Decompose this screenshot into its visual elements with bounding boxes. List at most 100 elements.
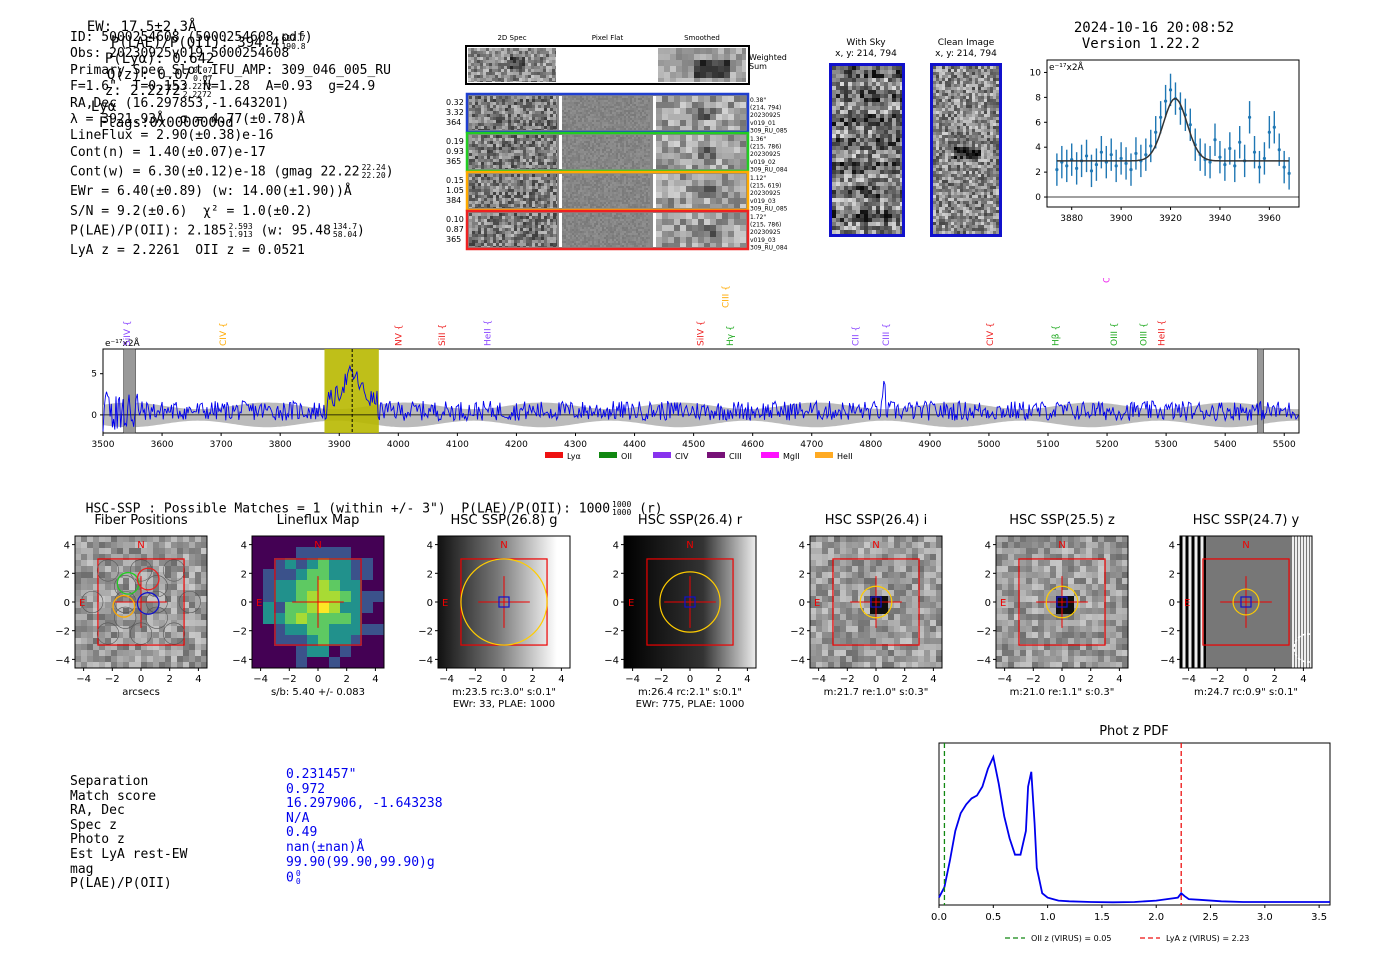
pixel [602,116,604,118]
pixel [484,222,487,225]
pixel [499,144,502,147]
pixel [481,207,484,208]
pixel [514,135,517,138]
pixel [686,141,692,147]
pixel [648,233,650,235]
pixel [638,180,640,182]
pixel [546,66,549,69]
pixel [734,174,740,180]
pixel [562,200,564,202]
pixel [507,69,510,72]
pixel [547,240,550,243]
pixel [547,243,550,246]
pixel [511,144,514,147]
pixel [582,155,584,157]
pixel [638,167,640,169]
pixel [616,106,618,108]
pixel [612,176,614,178]
pixel [514,234,517,237]
pixel [592,196,594,198]
pixel [604,96,606,98]
pixel [572,194,574,196]
pixel [610,202,612,204]
pixel [588,104,590,106]
pixel [520,237,523,240]
pixel [481,231,484,234]
pixel [538,138,541,141]
pixel [612,135,614,137]
pixel [586,182,588,184]
pixel [538,111,541,114]
pixel [624,190,626,192]
pixel [487,135,490,138]
pixel [608,198,610,200]
pixel [628,180,630,182]
pixel [600,182,602,184]
pixel [541,141,544,144]
pixel [502,114,505,117]
pixel [566,108,568,110]
pixel [505,222,508,225]
pixel [484,168,487,169]
pixel [724,78,730,82]
pixel [505,129,508,130]
pixel [514,189,517,192]
pixel [544,192,547,195]
pixel [698,147,704,153]
pixel [610,200,612,202]
pixel [531,54,534,57]
pixel [550,147,553,150]
pixel [626,145,628,147]
pixel [636,188,638,190]
pixel [469,126,472,129]
pixel [588,145,590,147]
info-line: Obs: 20230925v019_5000254608 [70,46,290,62]
pixel [646,233,648,235]
pixel [572,186,574,188]
pixel [614,200,616,202]
pixel [584,141,586,143]
pixel [636,102,638,104]
pixel [568,227,570,229]
pixel [578,120,580,122]
pixel [730,78,736,82]
pixel [584,178,586,180]
pixel [508,99,511,102]
pixel [520,150,523,153]
pixel [624,174,626,176]
pixel [638,174,640,176]
pixel [562,110,564,112]
pixel [642,137,644,139]
pixel [574,227,576,229]
pixel [658,72,664,78]
pixel [592,126,594,128]
pixel [698,108,704,114]
pixel [484,144,487,147]
pixel [640,151,642,153]
pixel [538,219,541,222]
pixel [626,157,628,159]
pixel [547,129,550,130]
pixel [610,188,612,190]
pixel [644,165,646,167]
pixel [478,195,481,198]
pixel [566,118,568,120]
pixel [514,222,517,225]
pixel [544,240,547,243]
info-plae: P(LAE)/P(OII): 2.185 2.593 1.913 (w: 95.48… [70,221,365,239]
pixel [640,167,642,169]
pixel [568,143,570,145]
pixel [616,194,618,196]
pixel [586,104,588,106]
pixel [634,108,636,110]
pixel [580,180,582,182]
pixel [740,186,746,192]
pixel [724,60,730,66]
pixel [480,78,483,81]
pixel [616,159,618,161]
pixel [471,60,474,63]
pixel [547,234,550,237]
pixel [648,176,650,178]
pixel [586,192,588,194]
pixel [568,196,570,198]
